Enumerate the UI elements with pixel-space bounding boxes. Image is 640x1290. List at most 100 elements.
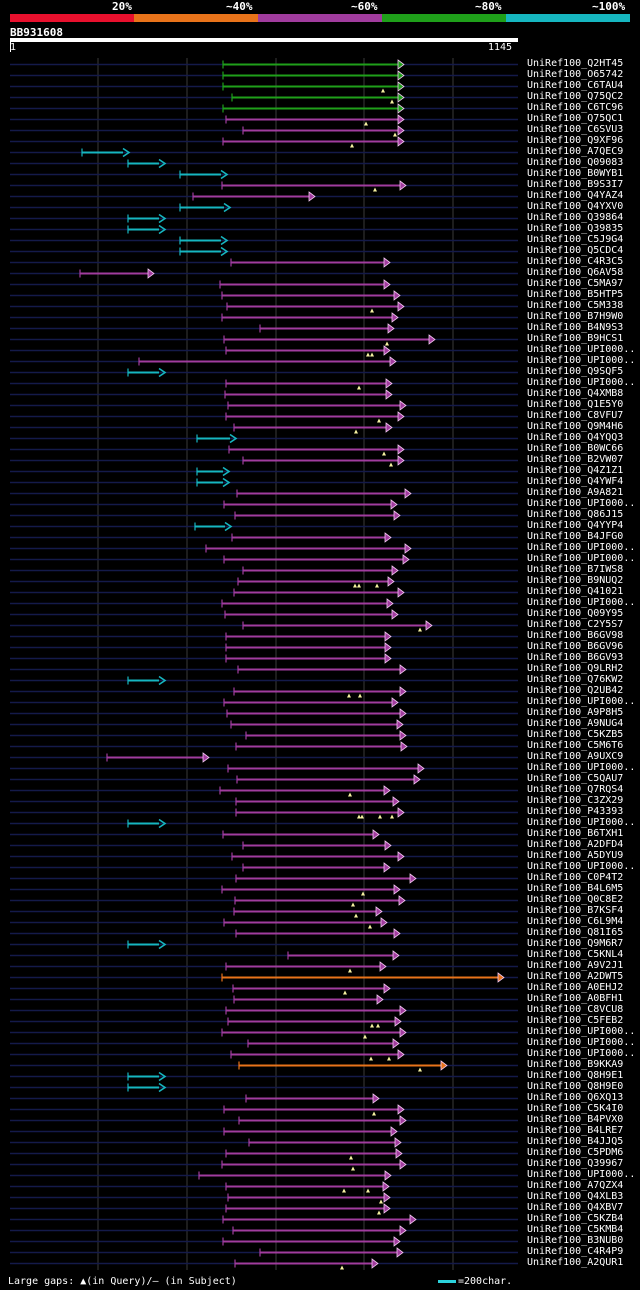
hit-label[interactable]: UniRef100_C5QAU7 — [527, 773, 624, 784]
hit-label[interactable]: UniRef100_Q9XF96 — [527, 135, 624, 146]
hit-label[interactable]: UniRef100_A9A821 — [527, 487, 624, 498]
hit-label[interactable]: UniRef100_Q4XMB8 — [527, 388, 624, 399]
hit-label[interactable]: UniRef100_A7QZX4 — [527, 1180, 624, 1191]
hit-label[interactable]: UniRef100_C5KZB5 — [527, 729, 624, 740]
hit-label[interactable]: UniRef100_A9NUG4 — [527, 718, 624, 729]
hit-label[interactable]: UniRef100_Q9M4H6 — [527, 421, 624, 432]
hit-label[interactable]: UniRef100_Q8H9E0 — [527, 1081, 624, 1092]
hit-label[interactable]: UniRef100_Q09083 — [527, 157, 624, 168]
hit-label[interactable]: UniRef100_UPI000.. — [527, 1037, 636, 1048]
hit-label[interactable]: UniRef100_C3ZX29 — [527, 795, 624, 806]
hit-label[interactable]: UniRef100_Q4YAZ4 — [527, 190, 624, 201]
hit-label[interactable]: UniRef100_Q4YWF4 — [527, 476, 624, 487]
hit-label[interactable]: UniRef100_B9HCS1 — [527, 333, 624, 344]
hit-label[interactable]: UniRef100_UPI000.. — [527, 696, 636, 707]
hit-label[interactable]: UniRef100_B4LRE7 — [527, 1125, 624, 1136]
hit-label[interactable]: UniRef100_Q86J15 — [527, 509, 624, 520]
hit-label[interactable]: UniRef100_Q4YXV0 — [527, 201, 624, 212]
hit-label[interactable]: UniRef100_C5KMB4 — [527, 1224, 624, 1235]
hit-label[interactable]: UniRef100_UPI000.. — [527, 498, 636, 509]
hit-label[interactable]: UniRef100_UPI000.. — [527, 817, 636, 828]
hit-label[interactable]: UniRef100_Q41021 — [527, 586, 624, 597]
hit-label[interactable]: UniRef100_Q4YQQ3 — [527, 432, 624, 443]
hit-label[interactable]: UniRef100_B6GV98 — [527, 630, 624, 641]
hit-label[interactable]: UniRef100_B2VW07 — [527, 454, 624, 465]
hit-label[interactable]: UniRef100_C4R3C5 — [527, 256, 624, 267]
hit-label[interactable]: UniRef100_Q2HT45 — [527, 58, 624, 69]
hit-label[interactable]: UniRef100_C2Y5S7 — [527, 619, 624, 630]
hit-label[interactable]: UniRef100_C5PDM6 — [527, 1147, 624, 1158]
hit-label[interactable]: UniRef100_C5K4I0 — [527, 1103, 624, 1114]
hit-label[interactable]: UniRef100_A0EHJ2 — [527, 982, 624, 993]
hit-label[interactable]: UniRef100_C5M6T6 — [527, 740, 624, 751]
hit-label[interactable]: UniRef100_Q6AV58 — [527, 267, 624, 278]
hit-label[interactable]: UniRef100_B5HTP5 — [527, 289, 624, 300]
hit-label[interactable]: UniRef100_UPI000.. — [527, 553, 636, 564]
hit-label[interactable]: UniRef100_Q9M6R7 — [527, 938, 624, 949]
hit-label[interactable]: UniRef100_B4JJQ5 — [527, 1136, 624, 1147]
hit-label[interactable]: UniRef100_B4PVX0 — [527, 1114, 624, 1125]
hit-label[interactable]: UniRef100_Q2UB42 — [527, 685, 624, 696]
hit-label[interactable]: UniRef100_UPI000.. — [527, 542, 636, 553]
hit-label[interactable]: UniRef100_B6GV93 — [527, 652, 624, 663]
hit-label[interactable]: UniRef100_Q4YYP4 — [527, 520, 624, 531]
hit-label[interactable]: UniRef100_B0WYB1 — [527, 168, 624, 179]
hit-label[interactable]: UniRef100_UPI000.. — [527, 355, 636, 366]
hit-label[interactable]: UniRef100_B6TXH1 — [527, 828, 624, 839]
hit-label[interactable]: UniRef100_C4R4P9 — [527, 1246, 624, 1257]
hit-label[interactable]: UniRef100_Q4XLB3 — [527, 1191, 624, 1202]
hit-label[interactable]: UniRef100_UPI000.. — [527, 344, 636, 355]
hit-label[interactable]: UniRef100_C0P4T2 — [527, 872, 624, 883]
hit-label[interactable]: UniRef100_Q6XQ13 — [527, 1092, 624, 1103]
hit-label[interactable]: UniRef100_UPI000.. — [527, 1048, 636, 1059]
hit-label[interactable]: UniRef100_Q75QC1 — [527, 113, 624, 124]
hit-label[interactable]: UniRef100_C5KNL4 — [527, 949, 624, 960]
hit-label[interactable]: UniRef100_C6TAU4 — [527, 80, 624, 91]
hit-label[interactable]: UniRef100_Q75QC2 — [527, 91, 624, 102]
hit-label[interactable]: UniRef100_UPI000.. — [527, 1169, 636, 1180]
hit-label[interactable]: UniRef100_UPI000.. — [527, 762, 636, 773]
hit-label[interactable]: UniRef100_Q5CDC4 — [527, 245, 624, 256]
hit-label[interactable]: UniRef100_B7IWS8 — [527, 564, 624, 575]
hit-label[interactable]: UniRef100_UPI000.. — [527, 377, 636, 388]
hit-label[interactable]: UniRef100_B0WC66 — [527, 443, 624, 454]
hit-label[interactable]: UniRef100_Q39967 — [527, 1158, 624, 1169]
hit-label[interactable]: UniRef100_B7KSF4 — [527, 905, 624, 916]
hit-label[interactable]: UniRef100_C5J9G4 — [527, 234, 624, 245]
hit-label[interactable]: UniRef100_A9UXC9 — [527, 751, 624, 762]
hit-label[interactable]: UniRef100_C5M338 — [527, 300, 624, 311]
hit-label[interactable]: UniRef100_P43393 — [527, 806, 624, 817]
hit-label[interactable]: UniRef100_C8VFU7 — [527, 410, 624, 421]
hit-label[interactable]: UniRef100_B7H9W0 — [527, 311, 624, 322]
hit-label[interactable]: UniRef100_Q9SQF5 — [527, 366, 624, 377]
hit-label[interactable]: UniRef100_A7QEC9 — [527, 146, 624, 157]
hit-label[interactable]: UniRef100_Q09Y95 — [527, 608, 624, 619]
hit-label[interactable]: UniRef100_B9KKA9 — [527, 1059, 624, 1070]
hit-label[interactable]: UniRef100_A9P8H5 — [527, 707, 624, 718]
hit-label[interactable]: UniRef100_UPI000.. — [527, 1026, 636, 1037]
hit-label[interactable]: UniRef100_C5MA97 — [527, 278, 624, 289]
hit-label[interactable]: UniRef100_B4N9S3 — [527, 322, 624, 333]
hit-label[interactable]: UniRef100_UPI000.. — [527, 597, 636, 608]
hit-label[interactable]: UniRef100_B6GV96 — [527, 641, 624, 652]
hit-label[interactable]: UniRef100_B9NUQ2 — [527, 575, 624, 586]
hit-label[interactable]: UniRef100_Q8H9E1 — [527, 1070, 624, 1081]
hit-label[interactable]: UniRef100_A2QUR1 — [527, 1257, 624, 1268]
hit-label[interactable]: UniRef100_Q76KW2 — [527, 674, 624, 685]
hit-label[interactable]: UniRef100_C8VCU8 — [527, 1004, 624, 1015]
hit-label[interactable]: UniRef100_C6L9M4 — [527, 916, 624, 927]
hit-label[interactable]: UniRef100_A2DWT5 — [527, 971, 624, 982]
hit-label[interactable]: UniRef100_C6TC96 — [527, 102, 624, 113]
hit-label[interactable]: UniRef100_B3NUB0 — [527, 1235, 624, 1246]
hit-label[interactable]: UniRef100_A9V2J1 — [527, 960, 624, 971]
hit-label[interactable]: UniRef100_Q4Z1Z1 — [527, 465, 624, 476]
hit-label[interactable]: UniRef100_Q39864 — [527, 212, 624, 223]
hit-label[interactable]: UniRef100_UPI000.. — [527, 861, 636, 872]
hit-label[interactable]: UniRef100_C6SVU3 — [527, 124, 624, 135]
hit-label[interactable]: UniRef100_Q9LRH2 — [527, 663, 624, 674]
hit-label[interactable]: UniRef100_Q39835 — [527, 223, 624, 234]
hit-label[interactable]: UniRef100_Q1E5Y0 — [527, 399, 624, 410]
hit-label[interactable]: UniRef100_B4JFG0 — [527, 531, 624, 542]
hit-label[interactable]: UniRef100_C5KZB4 — [527, 1213, 624, 1224]
hit-label[interactable]: UniRef100_A5DYU9 — [527, 850, 624, 861]
